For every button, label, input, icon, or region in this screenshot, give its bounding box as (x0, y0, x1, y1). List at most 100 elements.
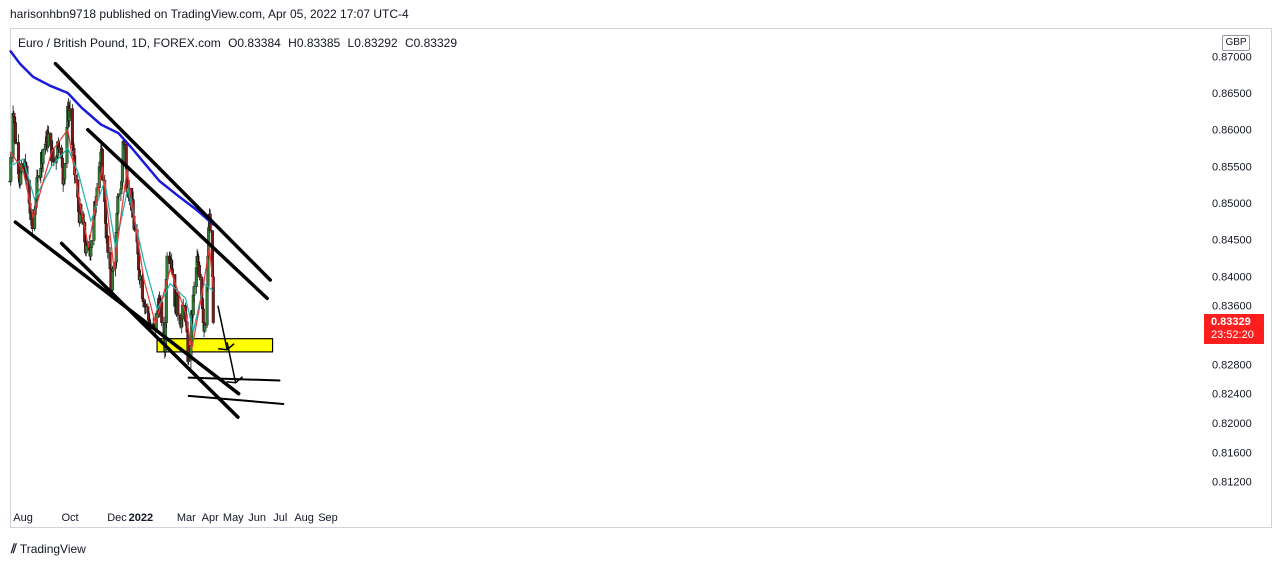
trendline-3 (59, 241, 240, 419)
candle-body-75 (89, 247, 93, 257)
candle-body-59 (72, 148, 76, 156)
price-tick-9: 0.82800 (1212, 359, 1252, 371)
time-tick-9: Aug (294, 512, 314, 524)
time-tick-5: Apr (202, 512, 219, 524)
candle-51 (63, 163, 67, 185)
candle-101 (117, 193, 121, 200)
price-tick-4: 0.85000 (1212, 198, 1252, 210)
time-tick-2: Dec (107, 512, 127, 524)
candle-body-51 (63, 163, 67, 180)
candle-body-91 (106, 235, 110, 253)
candle-body-95 (110, 270, 114, 291)
ohlc-open: O0.83384 (228, 36, 281, 50)
candle-body-31 (41, 149, 45, 164)
candle-body-101 (117, 193, 121, 197)
candle-176 (197, 261, 201, 281)
time-tick-6: May (223, 512, 244, 524)
price-tick-12: 0.81600 (1212, 447, 1252, 459)
candle-body-86 (100, 148, 104, 181)
candle-181 (203, 324, 207, 333)
candle-body-37 (49, 133, 53, 141)
candle-37 (49, 131, 53, 142)
supply-zone-0 (156, 338, 274, 353)
arrow-head-0 (218, 343, 235, 351)
candle-body-76 (90, 240, 94, 248)
price-axis[interactable]: 0.87000 0.86500 0.86000 0.85500 0.85000 0.845… (1212, 51, 1252, 488)
candle-body-171 (192, 286, 196, 296)
tradingview-brand[interactable]: ⫽ TradingView (11, 541, 86, 557)
symbol-title: Euro / British Pound, 1D, FOREX.com (18, 36, 221, 50)
bar-countdown: 23:52:20 (1211, 329, 1254, 341)
trendlines (13, 61, 285, 419)
candle-31 (41, 148, 45, 173)
trendline-4 (187, 376, 281, 382)
candle-86 (100, 147, 104, 182)
price-tick-13: 0.81200 (1212, 477, 1252, 489)
price-tick-0: 0.87000 (1212, 51, 1252, 63)
publish-info: harisonhbn9718 published on TradingView.… (10, 7, 409, 21)
projection-arrows (217, 305, 244, 384)
candle-126 (144, 299, 148, 315)
candle-body-176 (197, 264, 201, 278)
brand-name: TradingView (19, 542, 86, 556)
moving-average-1 (9, 147, 214, 332)
price-tick-5: 0.84500 (1212, 235, 1252, 247)
candle-body-188 (211, 276, 215, 323)
time-tick-10: Sep (318, 512, 338, 524)
candle-body-7 (16, 142, 20, 174)
candle-1 (9, 153, 13, 186)
candle-156 (176, 290, 180, 321)
candle-body-96 (111, 268, 115, 272)
candle-71 (84, 240, 88, 257)
support-zones (156, 338, 274, 353)
moving-average-2 (9, 129, 214, 351)
price-tick-1: 0.86500 (1212, 88, 1252, 100)
candle-91 (106, 234, 110, 259)
time-tick-4: Mar (177, 512, 196, 524)
candle-body-182 (205, 285, 209, 326)
price-tick-10: 0.82400 (1212, 389, 1252, 401)
candles-group (8, 98, 215, 369)
currency-badge[interactable]: GBP (1222, 35, 1250, 51)
chart-frame (10, 28, 1272, 528)
arrow-shaft-1 (226, 342, 237, 383)
trendline-1 (86, 127, 269, 301)
candle-166 (187, 357, 191, 366)
trendline-0 (53, 61, 273, 282)
ohlc-close: C0.83329 (404, 36, 457, 50)
time-tick-0: Aug (13, 512, 33, 524)
tradingview-logo-icon: ⫽ (11, 541, 17, 556)
trendline-5 (187, 394, 285, 405)
price-tick-11: 0.82000 (1212, 418, 1252, 430)
arrow-shaft-0 (217, 305, 228, 350)
arrow-1 (226, 342, 244, 384)
last-price-value: 0.83329 (1211, 316, 1251, 328)
candle-body-181 (203, 324, 207, 332)
moving-average-0 (9, 49, 215, 226)
candle-body-156 (176, 295, 180, 316)
last-price-label: 0.83329 23:52:20 (1204, 314, 1264, 344)
price-tick-6: 0.84000 (1212, 271, 1252, 283)
price-tick-7: 0.83600 (1212, 301, 1252, 313)
candle-body-102 (119, 188, 123, 195)
ohlc-low: L0.83292 (347, 36, 398, 50)
ohlc-high: H0.83385 (288, 36, 341, 50)
arrow-head-1 (226, 376, 244, 384)
candle-body-99 (115, 213, 119, 233)
candle-188 (211, 270, 215, 325)
candle-body-179 (201, 308, 205, 323)
time-tick-3: 2022 (129, 512, 153, 524)
time-tick-7: Jun (248, 512, 266, 524)
candle-body-126 (144, 303, 148, 307)
candle-171 (192, 281, 196, 303)
candle-body-1 (9, 157, 13, 182)
candle-body-166 (187, 360, 191, 362)
candle-body-71 (84, 245, 88, 254)
time-axis[interactable]: Aug Oct Dec 2022 Mar Apr May Jun Jul Aug Sep (13, 512, 337, 524)
candle-76 (90, 240, 94, 248)
moving-averages (9, 49, 215, 351)
arrow-0 (217, 305, 235, 351)
price-tick-2: 0.86000 (1212, 125, 1252, 137)
candle-body-119 (137, 253, 141, 270)
